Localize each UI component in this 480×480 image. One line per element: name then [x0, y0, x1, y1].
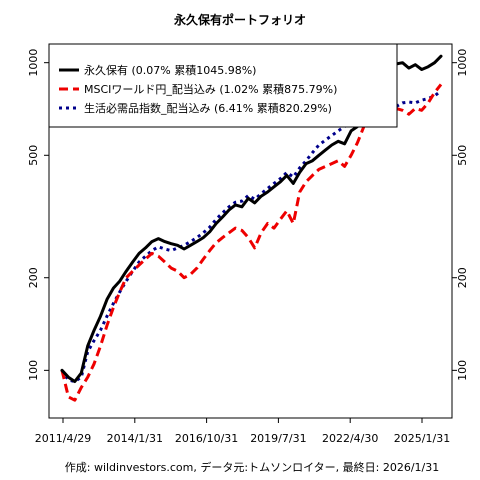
y-tick-label-left: 500: [27, 145, 40, 166]
x-tick-label: 2025/1/31: [394, 432, 450, 445]
x-tick-label: 2022/4/30: [322, 432, 378, 445]
y-tick-label-right: 200: [456, 267, 469, 288]
y-tick-label-left: 1000: [27, 49, 40, 77]
series-line-1: [60, 83, 443, 402]
x-tick-label: 2014/1/31: [107, 432, 163, 445]
x-tick-label: 2011/4/29: [35, 432, 91, 445]
y-tick-label-left: 100: [27, 360, 40, 381]
y-tick-label-right: 100: [456, 360, 469, 381]
chart-title: 永久保有ポートフォリオ: [173, 12, 306, 27]
y-tick-label-right: 1000: [456, 49, 469, 77]
legend-label-1: MSCIワールド円_配当込み (1.02% 累積875.79%): [84, 82, 337, 96]
x-axis: 2011/4/29 2014/1/31 2016/10/31 2019/7/31 202…: [35, 418, 450, 445]
x-tick-label: 2016/10/31: [175, 432, 238, 445]
legend-box: [48, 43, 398, 128]
y-tick-label-right: 500: [456, 145, 469, 166]
y-tick-label-left: 200: [27, 267, 40, 288]
y-axis-right: 100 200 500 1000: [452, 49, 469, 381]
legend-label-2: 生活必需品指数_配当込み (6.41% 累積820.29%): [84, 101, 332, 115]
y-axis-left: 100 200 500 1000: [27, 49, 49, 381]
legend-label-0: 永久保有 (0.07% 累積1045.98%): [84, 63, 256, 77]
x-tick-label: 2019/7/31: [250, 432, 306, 445]
source-note: 作成: wildinvestors.com, データ元:トムソンロイター, 最終…: [65, 460, 439, 474]
legend: 永久保有 (0.07% 累積1045.98%) MSCIワールド円_配当込み (1…: [48, 43, 398, 128]
series-line-2: [60, 89, 442, 383]
